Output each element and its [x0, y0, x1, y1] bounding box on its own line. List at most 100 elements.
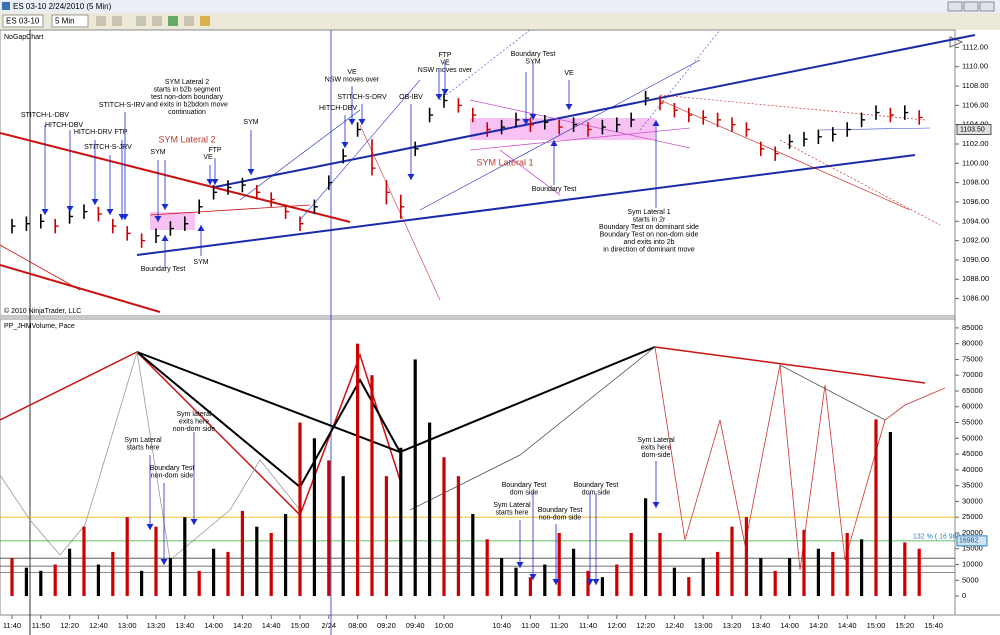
annotation: starts here [126, 444, 159, 451]
x-tick-label: 11:20 [550, 621, 568, 630]
trend-line [136, 154, 916, 256]
arrow-head [522, 119, 530, 125]
x-tick-label: 09:20 [377, 621, 396, 630]
trend-line [499, 149, 561, 196]
lateral-zone [150, 212, 195, 230]
x-tick-label: 08:00 [348, 621, 367, 630]
annotation: and exits into 2b [624, 239, 675, 246]
y-tick-label: 1112.00 [962, 42, 988, 51]
x-tick-label: 11:00 [521, 621, 539, 630]
annotation: exits here [179, 418, 209, 425]
x-tick-label: 14:00 [780, 621, 799, 630]
volume-bar [701, 558, 705, 597]
arrow-head [348, 119, 356, 125]
volume-bar [716, 551, 720, 597]
arrow-head [161, 235, 169, 241]
arrow-head [41, 209, 49, 215]
minimize-button[interactable] [947, 1, 963, 12]
x-tick-label: 13:20 [147, 621, 166, 630]
annotation: non-dom side [173, 426, 216, 433]
annotation: starts in 2r [633, 216, 666, 223]
indicator-line [779, 364, 886, 421]
tool-icon[interactable] [200, 16, 210, 26]
volume-bar [572, 548, 576, 597]
volume-bar [82, 526, 86, 597]
y-tick-label: 85000 [962, 323, 983, 332]
volume-bar [140, 570, 144, 597]
trend-line [0, 264, 161, 313]
tool-icon[interactable] [152, 16, 162, 26]
close-button[interactable] [979, 1, 995, 12]
arrow-head [160, 559, 168, 565]
y-tick-label: 1110.00 [962, 62, 988, 71]
arrow-head [358, 119, 366, 125]
arrow-head [586, 579, 594, 585]
volume-bar [413, 359, 417, 597]
annotation: Boundary Test [502, 482, 547, 489]
volume-bar [226, 551, 230, 597]
tool-icon[interactable] [96, 16, 106, 26]
volume-bar [759, 558, 763, 597]
x-tick-label: 14:40 [262, 621, 281, 630]
toolbar [0, 13, 1000, 30]
x-tick-label: 13:00 [118, 621, 137, 630]
arrow-head [652, 502, 660, 508]
x-tick-label: 11:40 [3, 621, 21, 630]
tool-icon[interactable] [112, 16, 122, 26]
arrow-head [592, 579, 600, 585]
tool-icon[interactable] [184, 16, 194, 26]
y-tick-label: 1088.00 [962, 274, 989, 283]
annotation: STITCH-L-DBV [21, 112, 70, 119]
x-tick-label: 10:40 [492, 621, 511, 630]
indicator-line [136, 351, 401, 489]
tool-icon[interactable] [136, 16, 146, 26]
volume-bar [284, 514, 288, 597]
arrow-head [565, 104, 573, 110]
y-tick-label: 1106.00 [962, 100, 989, 109]
tool-icon[interactable] [168, 16, 178, 26]
annotation: NSW moves over [325, 76, 380, 83]
volume-bar [845, 532, 849, 597]
annotation: dom-side [642, 452, 671, 459]
volume-bar [874, 419, 878, 597]
panel-splitter [0, 316, 1000, 319]
volume-bar [917, 548, 921, 597]
arrow-head [118, 214, 126, 220]
annotation: non-dom side [151, 472, 194, 479]
annotation: VE [203, 154, 213, 161]
interval-selector[interactable] [51, 14, 89, 28]
volume-bar [183, 517, 187, 597]
annotation: OB-IBV [399, 94, 423, 101]
trend-line [469, 99, 691, 149]
annotation: HITCH-DBV [45, 122, 83, 129]
annotation: exits here [641, 444, 671, 451]
y-tick-label: 5000 [962, 575, 979, 584]
volume-bar [384, 476, 388, 597]
volume-bar [730, 526, 734, 597]
volume-bar [831, 551, 835, 597]
instrument-selector[interactable] [2, 14, 44, 28]
annotation: Boundary Test [150, 465, 195, 472]
copyright: © 2010 NinjaTrader, LLC [4, 307, 81, 315]
trend-line [0, 244, 81, 291]
arrow-head [106, 209, 114, 215]
volume-bar [298, 422, 302, 597]
volume-bar [543, 564, 547, 597]
x-tick-label: 14:20 [233, 621, 252, 630]
y-tick-label: 60000 [962, 402, 983, 411]
y-tick-label: 75000 [962, 354, 983, 363]
x-tick-label: 14:20 [809, 621, 828, 630]
maximize-button[interactable] [963, 1, 979, 12]
y-tick-label: 45000 [962, 449, 983, 458]
x-tick-label: 12:20 [60, 621, 79, 630]
volume-bar [816, 548, 820, 597]
x-tick-label: 13:20 [723, 621, 742, 630]
volume-bar [240, 510, 244, 597]
x-tick-label: 09:40 [406, 621, 425, 630]
arrow-head [529, 574, 537, 580]
volume-bar [442, 457, 446, 597]
volume-bar [514, 567, 518, 597]
annotation: SYM [525, 58, 540, 65]
